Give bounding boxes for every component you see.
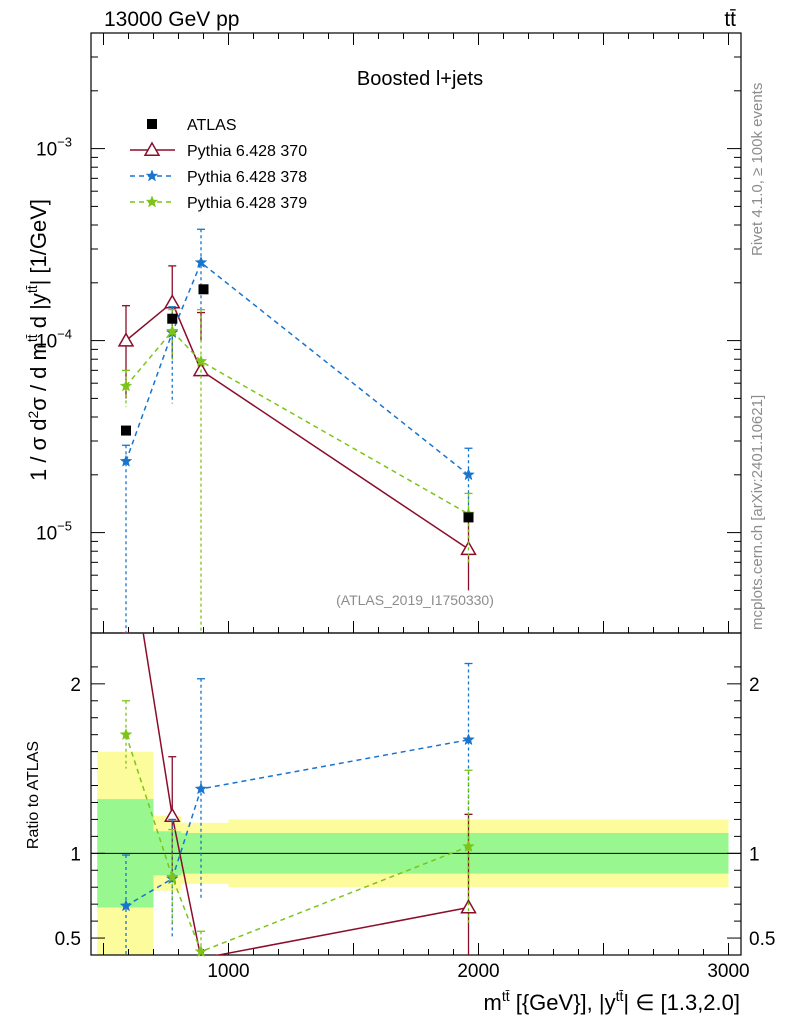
ratio-tick-label-1-left: 1 (70, 844, 81, 865)
mcplots-label: mcplots.cern.ch [arXiv:2401.10621] (749, 395, 766, 630)
series-1-ratio-point-2 (194, 782, 208, 795)
legend-marker-0 (143, 141, 161, 156)
series-2-point-0 (119, 379, 133, 392)
legend: ATLAS Pythia 6.428 370 Pythia 6.428 378 … (130, 117, 307, 212)
tick-labels: 10−5 10−4 10−3 0.5 1 2 0.5 1 2 1000 2000… (36, 135, 775, 982)
y-axis-label: 1 / σ d2σ / d mtt̄ d |ytt̄| [1/GeV] (24, 199, 51, 481)
x-tick-label-3000: 3000 (707, 961, 749, 982)
series-1-point-2 (194, 255, 208, 268)
series-1-ratio-point-0 (119, 899, 133, 912)
legend-label-370: Pythia 6.428 370 (187, 143, 307, 160)
ratio-tick-label-0-5-left: 0.5 (55, 929, 81, 950)
y-tick-label-1e-5: 10−5 (36, 519, 72, 545)
series-line-0 (125, 301, 469, 550)
legend-label-378: Pythia 6.428 378 (187, 169, 307, 186)
x-tick-label-1000: 1000 (207, 961, 249, 982)
series-ratio-line-1 (125, 739, 469, 907)
series-layer (117, 228, 477, 958)
y-tick-label-1e-4: 10−4 (36, 327, 72, 353)
legend-label-atlas: ATLAS (187, 117, 237, 134)
series-2-ratio-point-3 (462, 839, 475, 852)
series-2-ratio-point-1 (165, 870, 179, 883)
ratio-tick-label-2-left: 2 (70, 675, 81, 696)
x-axis-label: mtt̄ [{GeV}], |ytt̄| ∈ [1.3,2.0] (484, 988, 741, 1015)
ratio-axis-label: Ratio to ATLAS (25, 741, 42, 849)
axis-ticks (91, 32, 741, 955)
ratio-frame (90, 632, 742, 956)
x-tick-label-2000: 2000 (457, 961, 499, 982)
series-2-point-1 (165, 324, 179, 337)
ratio-tick-label-0-5-right: 0.5 (749, 929, 775, 950)
series-2-ratio-point-2 (194, 944, 208, 958)
series-ratio-line-2 (125, 734, 469, 953)
series-line-1 (125, 261, 469, 476)
series-0-point-0 (117, 332, 135, 347)
analysis-id: (ATLAS_2019_I1750330) (336, 592, 494, 608)
series-1-ratio-point-3 (462, 733, 475, 746)
atlas-point-3 (463, 512, 474, 523)
series-0-point-2 (192, 361, 210, 377)
atlas-point-1 (167, 313, 178, 324)
series-1-point-3 (462, 468, 475, 481)
legend-label-379: Pythia 6.428 379 (187, 195, 307, 212)
series-1-point-0 (119, 454, 133, 467)
ratio-bands (91, 751, 741, 955)
y-tick-label-1e-3: 10−3 (36, 135, 72, 161)
ratio-tick-label-2-right: 2 (749, 675, 760, 696)
legend-marker-atlas (147, 119, 157, 129)
series-2-ratio-point-0 (119, 728, 133, 741)
rivet-label: Rivet 4.1.0, ≥ 100k events (749, 83, 766, 256)
legend-marker-1 (145, 169, 159, 182)
atlas-layer (121, 284, 474, 523)
series-line-2 (125, 330, 469, 515)
series-0-ratio-point-3 (460, 899, 477, 914)
header-left: 13000 GeV pp (104, 8, 239, 31)
legend-marker-2 (145, 195, 159, 208)
atlas-point-2 (198, 284, 209, 295)
header-right: tt̄ (724, 8, 736, 31)
series-0-point-1 (163, 293, 181, 309)
atlas-point-0 (121, 425, 131, 436)
series-ratio-line-0 (142, 633, 469, 955)
ratio-tick-label-1-right: 1 (749, 844, 760, 865)
chart-title: Boosted l+jets (357, 68, 483, 90)
series-2-point-2 (194, 354, 208, 367)
